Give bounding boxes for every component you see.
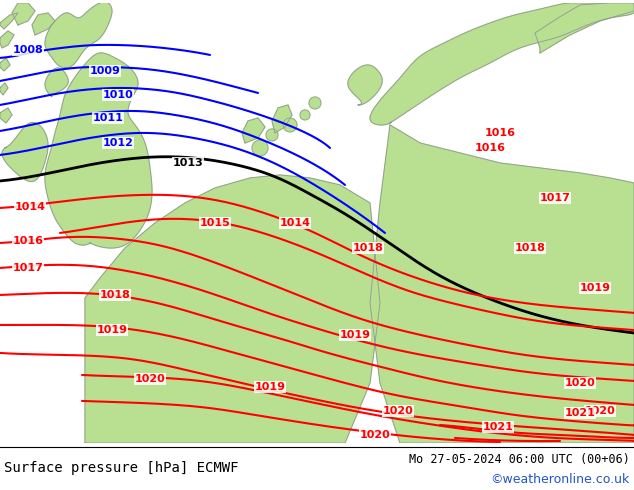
Circle shape [266,129,278,141]
Text: 1014: 1014 [280,218,311,228]
Text: 1020: 1020 [565,378,595,388]
Text: 1018: 1018 [353,243,384,253]
Polygon shape [45,68,68,97]
Polygon shape [0,31,14,48]
Text: 1014: 1014 [15,202,46,212]
Text: 1016: 1016 [474,143,505,153]
Polygon shape [0,13,18,29]
Text: 1021: 1021 [564,408,595,418]
Text: 1016: 1016 [484,128,515,138]
Text: 1019: 1019 [96,325,127,335]
Polygon shape [12,3,35,25]
Polygon shape [0,58,10,71]
Text: 1009: 1009 [89,66,120,76]
Polygon shape [45,2,112,68]
Text: 1019: 1019 [579,283,611,293]
Text: 1020: 1020 [359,430,391,440]
Text: ©weatheronline.co.uk: ©weatheronline.co.uk [491,473,630,487]
Polygon shape [272,105,292,133]
Text: 1016: 1016 [13,236,44,246]
Polygon shape [242,118,265,143]
Text: 1013: 1013 [172,158,204,168]
Text: 1019: 1019 [254,382,285,392]
Polygon shape [370,2,634,125]
Polygon shape [0,108,12,123]
Polygon shape [85,175,380,443]
Polygon shape [45,53,152,248]
Text: Mo 27-05-2024 06:00 UTC (00+06): Mo 27-05-2024 06:00 UTC (00+06) [409,453,630,466]
Text: Surface pressure [hPa] ECMWF: Surface pressure [hPa] ECMWF [4,461,238,475]
Text: 1021: 1021 [482,422,514,432]
Text: 1011: 1011 [93,113,124,123]
Text: 1010: 1010 [103,90,133,100]
Text: 1017: 1017 [13,263,44,273]
Text: 1019: 1019 [339,330,370,340]
Circle shape [252,140,268,156]
Circle shape [300,110,310,120]
Text: 1018: 1018 [100,290,131,300]
Polygon shape [2,122,48,181]
Text: 1020: 1020 [134,374,165,384]
Text: 1012: 1012 [103,138,133,148]
Text: 1015: 1015 [200,218,230,228]
Polygon shape [348,65,382,105]
Polygon shape [370,125,634,443]
Text: 1008: 1008 [13,45,43,55]
Polygon shape [0,83,8,95]
Polygon shape [535,3,634,53]
Text: 1020: 1020 [383,406,413,416]
Text: 1018: 1018 [515,243,545,253]
Circle shape [283,118,297,132]
Polygon shape [32,13,55,35]
Circle shape [309,97,321,109]
Text: 1020: 1020 [585,406,616,416]
Text: 1017: 1017 [540,193,571,203]
